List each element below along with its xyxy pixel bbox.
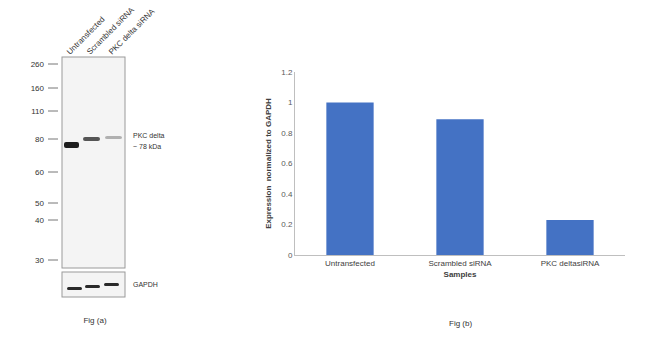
svg-text:0: 0 (288, 251, 293, 260)
svg-text:Fig (b): Fig (b) (449, 319, 472, 328)
svg-text:Samples: Samples (444, 270, 477, 279)
svg-text:60: 60 (35, 168, 44, 177)
svg-text:160: 160 (31, 84, 45, 93)
svg-text:30: 30 (35, 256, 44, 265)
svg-text:1: 1 (288, 98, 293, 107)
svg-text:50: 50 (35, 199, 44, 208)
svg-text:40: 40 (35, 216, 44, 225)
svg-text:~ 78 kDa: ~ 78 kDa (133, 143, 161, 150)
svg-text:0.2: 0.2 (281, 220, 293, 229)
svg-text:PKC delta siRNA: PKC delta siRNA (107, 7, 157, 57)
svg-text:PKC delta: PKC delta (133, 132, 165, 139)
svg-text:Untransfected: Untransfected (65, 14, 107, 57)
svg-text:260: 260 (31, 60, 45, 69)
svg-text:80: 80 (35, 135, 44, 144)
svg-text:0.6: 0.6 (281, 159, 293, 168)
svg-text:0.4: 0.4 (281, 190, 293, 199)
svg-text:Scrambled siRNA: Scrambled siRNA (85, 5, 137, 57)
svg-text:Fig (a): Fig (a) (83, 316, 106, 325)
svg-text:0.8: 0.8 (281, 129, 293, 138)
svg-text:PKC deltasiRNA: PKC deltasiRNA (541, 259, 600, 268)
svg-text:Expression normalized to GAPD: Expression normalized to GAPDH (264, 98, 273, 229)
svg-text:Scrambled siRNA: Scrambled siRNA (428, 259, 492, 268)
svg-text:Untransfected: Untransfected (325, 259, 375, 268)
svg-text:1.2: 1.2 (281, 68, 293, 77)
svg-text:GAPDH: GAPDH (133, 281, 158, 288)
svg-text:110: 110 (31, 107, 44, 116)
